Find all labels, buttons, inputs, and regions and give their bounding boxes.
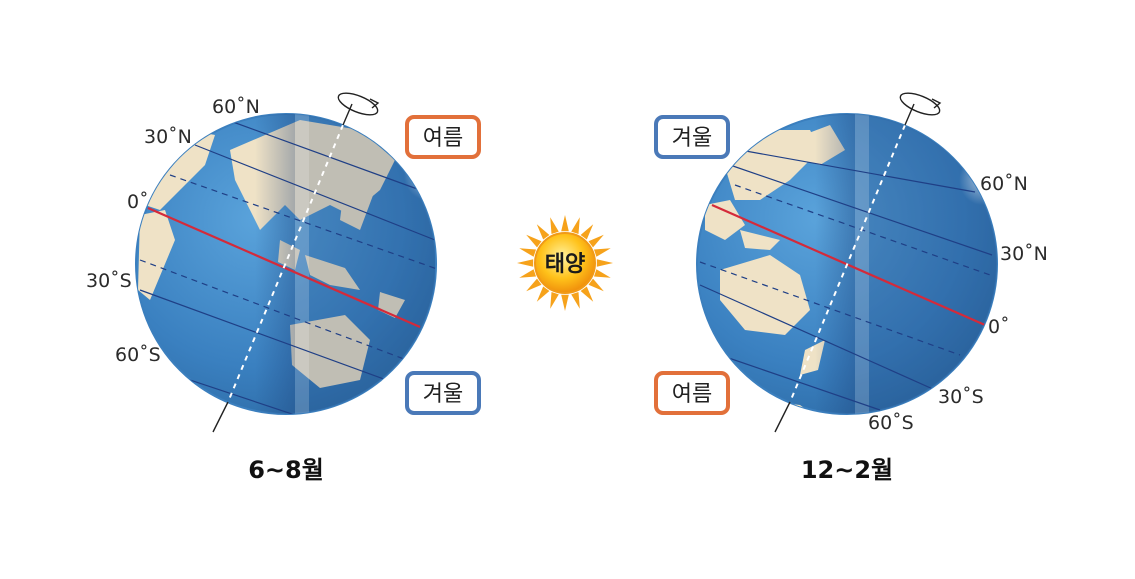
right-caption: 12~2월: [801, 456, 893, 484]
left-season-top-badge: 여름: [405, 115, 481, 159]
right-lat-30s-label: 30˚S: [938, 386, 984, 408]
sun-ray: [561, 215, 569, 232]
right-lat-60n-label: 60˚N: [980, 173, 1028, 195]
right-season-top-label: 겨울: [672, 126, 712, 151]
right-globe-axis-bottom: [774, 401, 791, 433]
right-rotation-arrow-icon: [899, 92, 942, 116]
sun-ray: [580, 224, 594, 240]
sun-ray: [571, 292, 580, 309]
sun-ray: [571, 217, 580, 234]
sun-ray: [526, 234, 542, 248]
left-globe-axis-bottom: [212, 401, 229, 433]
sun-ray: [519, 269, 536, 278]
left-caption: 6~8월: [248, 456, 324, 484]
sun-ray: [594, 269, 611, 278]
sun-ray: [596, 259, 613, 267]
left-rotation-arrow-icon: [337, 92, 380, 116]
left-lat-30s-label: 30˚S: [86, 270, 132, 292]
sun-disc: [534, 232, 596, 294]
right-season-top-badge: 겨울: [654, 115, 730, 159]
right-globe-equator-line: [711, 203, 986, 327]
sun-ray: [588, 278, 604, 292]
left-season-bottom-label: 겨울: [423, 382, 463, 407]
sun: 태양: [517, 215, 613, 311]
sun-ray: [536, 286, 550, 302]
sun-ray: [519, 248, 536, 257]
left-season-top-label: 여름: [423, 126, 463, 151]
sun-ray: [517, 259, 534, 267]
right-lat-0-label: 0˚: [988, 316, 1010, 338]
left-lat-60n-label: 60˚N: [212, 96, 260, 118]
right-season-bottom-badge: 여름: [654, 371, 730, 415]
sun-ray: [561, 294, 569, 311]
left-globe: 60˚N 30˚N 0˚ 30˚S 60˚S 여름 겨울 6~8월: [86, 92, 481, 484]
sun-ray: [536, 224, 550, 240]
left-season-bottom-badge: 겨울: [405, 371, 481, 415]
right-globe-axis-top: [904, 103, 915, 126]
sun-ray: [550, 217, 559, 234]
sun-label: 태양: [545, 252, 585, 277]
right-lat-60s-label: 60˚S: [868, 412, 914, 434]
sun-ray: [550, 292, 559, 309]
sun-ray: [526, 278, 542, 292]
sun-ray: [588, 234, 604, 248]
left-lat-30n-label: 30˚N: [144, 126, 192, 148]
right-globe-latitude-lines: [699, 149, 993, 411]
left-globe-terminator-shade: [255, 114, 295, 414]
right-season-bottom-label: 여름: [672, 382, 712, 407]
left-lat-60s-label: 60˚S: [115, 344, 161, 366]
sun-rays: [517, 215, 613, 311]
left-lat-0-label: 0˚: [127, 191, 149, 213]
right-lat-30n-label: 30˚N: [1000, 243, 1048, 265]
sun-ray: [580, 286, 594, 302]
sun-ray: [594, 248, 611, 257]
left-globe-axis-top: [342, 103, 353, 126]
right-globe: 60˚N 30˚N 0˚ 30˚S 60˚S 겨울 여름 12~2월: [654, 92, 1048, 484]
